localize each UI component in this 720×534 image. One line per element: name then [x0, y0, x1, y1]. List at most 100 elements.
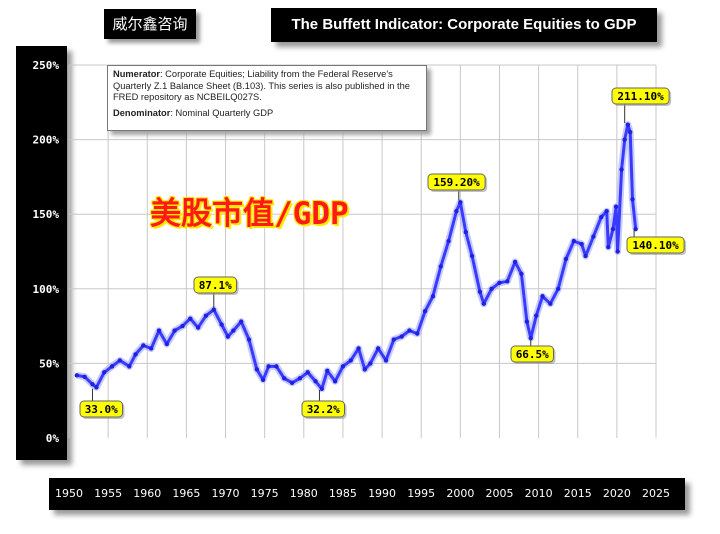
data-point	[254, 367, 260, 372]
y-tick-label: 250%	[33, 59, 60, 72]
data-point	[289, 380, 295, 385]
annotation-label: 159.20%	[433, 176, 480, 189]
y-axis-bar	[16, 46, 67, 460]
x-tick-label: 1960	[133, 487, 161, 500]
data-point	[340, 364, 346, 369]
data-point	[422, 308, 428, 314]
data-point	[180, 323, 185, 329]
data-point	[591, 234, 596, 239]
y-tick-label: 100%	[33, 283, 60, 296]
data-point	[211, 307, 216, 312]
data-point	[630, 197, 635, 202]
annotation-box	[510, 345, 554, 363]
data-point	[610, 226, 616, 232]
x-tick-label: 1980	[290, 487, 318, 500]
data-point	[319, 386, 325, 391]
data-point	[399, 334, 404, 339]
data-point	[297, 376, 303, 381]
numerator-label: Numerator	[113, 69, 161, 79]
data-point	[625, 122, 631, 127]
x-tick-label: 1950	[55, 487, 83, 500]
data-point	[362, 367, 368, 372]
x-tick-label: 1965	[172, 487, 200, 500]
annotation-label: 32.2%	[307, 403, 340, 416]
data-point	[375, 346, 381, 351]
annotation-box	[79, 400, 123, 418]
x-axis-bar	[49, 478, 685, 510]
data-point	[519, 271, 524, 277]
denominator-label: Denominator	[113, 108, 171, 119]
x-tick-label: 1975	[251, 487, 279, 500]
data-point	[583, 253, 588, 259]
data-point	[246, 337, 252, 342]
annotation-box	[193, 276, 237, 294]
annotation-label: 140.10%	[632, 239, 679, 252]
x-tick-label: 1955	[94, 487, 122, 500]
data-point	[156, 328, 162, 333]
data-point	[305, 370, 310, 375]
data-point	[102, 370, 107, 375]
numerator-text: : Corporate Equities; Liability from the…	[113, 69, 410, 103]
data-point	[172, 328, 177, 333]
data-point	[524, 319, 530, 324]
data-point	[313, 379, 318, 384]
annotation-box	[301, 400, 345, 418]
x-tick-label: 1985	[329, 487, 357, 500]
brand-label: 威尔鑫咨询	[104, 9, 196, 39]
x-tick-label: 2010	[525, 487, 553, 500]
annotation-box	[611, 87, 670, 105]
note-box: Numerator: Corporate Equities; Liability…	[107, 65, 427, 131]
data-point	[497, 280, 502, 286]
x-tick-label: 2020	[603, 487, 631, 500]
data-point	[463, 229, 469, 235]
y-tick-label: 0%	[46, 432, 60, 445]
data-point	[219, 322, 224, 327]
data-point	[599, 214, 604, 220]
data-point	[534, 313, 539, 318]
data-point	[619, 167, 624, 172]
data-point	[528, 335, 533, 341]
x-tick-label: 1990	[368, 487, 396, 500]
data-point	[446, 238, 451, 244]
data-point	[579, 241, 584, 247]
data-point	[606, 244, 611, 250]
annotation-label: 66.5%	[516, 348, 549, 361]
y-tick-label: 200%	[33, 134, 60, 147]
data-point	[505, 279, 510, 284]
annotation-label: 211.10%	[617, 90, 664, 103]
data-point	[225, 334, 231, 339]
data-point	[615, 249, 620, 254]
x-tick-label: 1970	[212, 487, 240, 500]
y-tick-label: 50%	[39, 357, 59, 370]
data-point	[481, 301, 487, 306]
data-point	[458, 200, 463, 205]
data-point	[266, 364, 271, 369]
denominator-text: : Nominal Quarterly GDP	[170, 108, 274, 119]
x-tick-label: 1995	[407, 487, 435, 500]
data-point	[188, 316, 193, 321]
data-point	[438, 264, 443, 269]
data-point	[164, 341, 170, 347]
data-point	[469, 253, 475, 259]
data-point	[82, 374, 87, 380]
chart-title: The Buffett Indicator: Corporate Equitie…	[271, 8, 657, 42]
data-point	[571, 238, 577, 244]
data-point	[348, 358, 353, 363]
data-point	[133, 352, 138, 357]
data-point	[613, 204, 619, 209]
data-point	[90, 382, 95, 387]
data-point	[74, 373, 80, 378]
data-point	[238, 319, 244, 324]
data-point	[195, 325, 201, 330]
data-point	[274, 364, 279, 369]
x-tick-label: 2025	[642, 487, 670, 500]
data-point	[622, 137, 627, 142]
data-point	[512, 259, 518, 265]
annotation-label: 87.1%	[199, 279, 232, 292]
data-point	[127, 364, 132, 369]
data-point	[332, 379, 338, 384]
data-point	[117, 358, 123, 363]
data-point	[94, 385, 99, 390]
data-point	[356, 346, 361, 351]
